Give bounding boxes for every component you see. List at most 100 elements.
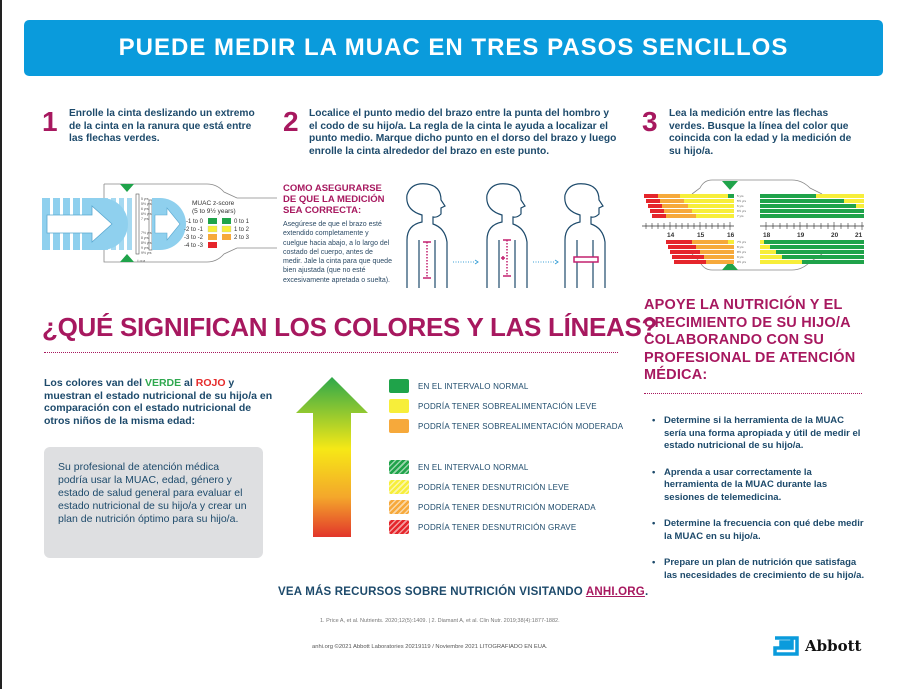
muac-tape-diagram: 5 yrs 5½ yrs 6 yrs 6½ yrs 7 yrs 7½ yrs 8 yrs 8… — [42, 178, 277, 268]
svg-text:-2 to -1: -2 to -1 — [184, 227, 204, 233]
yellow-striped-swatch-icon — [389, 480, 409, 494]
step-number: 3 — [642, 106, 658, 137]
resources-cta: VEA MÁS RECURSOS SOBRE NUTRICIÓN VISITAN… — [278, 586, 648, 598]
colors-intro: Los colores van del VERDE al ROJO y mues… — [44, 377, 274, 427]
svg-text:MUAC z-score: MUAC z-score — [192, 200, 235, 207]
legend-undernutrition: EN EL INTERVALO NORMAL PODRÍA TENER DESN… — [389, 457, 596, 537]
svg-text:6½ yrs: 6½ yrs — [141, 212, 152, 216]
svg-text:1 to 2: 1 to 2 — [234, 227, 250, 233]
legend-item: PODRÍA TENER DESNUTRICIÓN MODERADA — [389, 497, 596, 517]
info-box-text: Su profesional de atención médica podría… — [58, 461, 247, 525]
step-2-text: Localice el punto medio del brazo entre … — [309, 108, 617, 157]
bullet-item: Determine si la herramienta de la MUAC s… — [652, 415, 867, 453]
legend-item: PODRÍA TENER DESNUTRICIÓN GRAVE — [389, 517, 596, 537]
svg-text:8 yrs: 8 yrs — [737, 245, 744, 249]
step-3: 3 — [642, 108, 658, 136]
intro-text: Los colores van del — [44, 377, 145, 389]
legend-label: EN EL INTERVALO NORMAL — [418, 462, 529, 472]
legend-overnutrition: EN EL INTERVALO NORMAL PODRÍA TENER SOBR… — [389, 376, 623, 436]
healthcare-info-box: Su profesional de atención médica podría… — [44, 447, 263, 558]
legend-item: PODRÍA TENER DESNUTRICIÓN LEVE — [389, 477, 596, 497]
svg-text:5½ yrs: 5½ yrs — [737, 199, 747, 203]
svg-text:9 yrs: 9 yrs — [141, 246, 149, 250]
intro-text: y muestran el estado nutricional de su h… — [44, 377, 273, 427]
svg-text:7 yrs: 7 yrs — [737, 214, 744, 218]
cta-text: VEA MÁS RECURSOS SOBRE NUTRICIÓN VISITAN… — [278, 586, 586, 598]
green-striped-swatch-icon — [389, 460, 409, 474]
how-to-text: Asegúrese de que el brazo esté extendido… — [283, 221, 392, 284]
step-1: 1 — [42, 108, 58, 136]
svg-text:-4 to -3: -4 to -3 — [184, 243, 204, 249]
step-number: 1 — [42, 106, 58, 137]
svg-text:6 yrs: 6 yrs — [141, 207, 149, 211]
legal-footer: anhi.org ©2021 Abbott Laboratories 20219… — [312, 644, 548, 650]
svg-text:9½ yrs: 9½ yrs — [141, 251, 152, 255]
svg-text:5½ yrs: 5½ yrs — [141, 202, 152, 206]
legend-label: EN EL INTERVALO NORMAL — [418, 381, 529, 391]
svg-text:16: 16 — [727, 232, 735, 239]
arm-measurement-figures — [406, 183, 606, 288]
svg-text:8½ yrs: 8½ yrs — [737, 250, 747, 254]
abbott-logo-icon — [773, 636, 799, 656]
child-figures-illustration — [397, 180, 627, 290]
step-1-text: Enrolle la cinta deslizando un extremo d… — [69, 108, 255, 144]
green-swatch-icon — [389, 379, 409, 393]
svg-text:7 yrs: 7 yrs — [141, 217, 149, 221]
verde-word: VERDE — [144, 377, 182, 389]
rojo-word: ROJO — [195, 377, 226, 389]
svg-text:5 yrs: 5 yrs — [141, 197, 149, 201]
svg-text:20: 20 — [831, 232, 839, 239]
step-3-text: Lea la medición entre las flechas verdes… — [669, 108, 852, 157]
section-divider — [644, 393, 862, 394]
svg-text:21: 21 — [855, 232, 863, 239]
red-striped-swatch-icon — [389, 520, 409, 534]
gradient-arrow-icon — [294, 375, 370, 539]
legend-item: EN EL INTERVALO NORMAL — [389, 457, 596, 477]
brand-name: Abbott — [805, 637, 862, 655]
references: 1. Price A, et al. Nutrients. 2020;12(5)… — [320, 618, 560, 624]
svg-text:0 to 1: 0 to 1 — [234, 219, 250, 225]
svg-text:-1 to 0: -1 to 0 — [186, 219, 204, 225]
legend-item: EN EL INTERVALO NORMAL — [389, 376, 623, 396]
orange-swatch-icon — [389, 419, 409, 433]
legend-label: PODRÍA TENER SOBREALIMENTACIÓN LEVE — [418, 401, 597, 411]
step-2: 2 — [283, 108, 299, 136]
svg-text:-3 to -2: -3 to -2 — [184, 235, 204, 241]
step-number: 2 — [283, 106, 299, 137]
svg-text:5 yrs: 5 yrs — [737, 194, 744, 198]
svg-text:19: 19 — [797, 232, 805, 239]
svg-text:7½ yrs: 7½ yrs — [737, 240, 747, 244]
support-bullet-list: Determine si la herramienta de la MUAC s… — [652, 415, 867, 596]
svg-text:9 yrs: 9 yrs — [737, 255, 744, 259]
banner-title: PUEDE MEDIR LA MUAC EN TRES PASOS SENCIL… — [118, 34, 789, 61]
svg-text:14: 14 — [667, 232, 675, 239]
section-divider — [44, 352, 618, 353]
svg-text:15: 15 — [697, 232, 705, 239]
legend-item: PODRÍA TENER SOBREALIMENTACIÓN MODERADA — [389, 416, 623, 436]
colors-section-title: ¿QUÉ SIGNIFICAN LOS COLORES Y LAS LÍNEAS… — [42, 312, 658, 342]
svg-text:6½ yrs: 6½ yrs — [737, 209, 747, 213]
legend-label: PODRÍA TENER DESNUTRICIÓN MODERADA — [418, 502, 596, 512]
orange-striped-swatch-icon — [389, 500, 409, 514]
yellow-swatch-icon — [389, 399, 409, 413]
legend-item: PODRÍA TENER SOBREALIMENTACIÓN LEVE — [389, 396, 623, 416]
bullet-item: Determine la frecuencia con qué debe med… — [652, 518, 867, 543]
svg-text:(5 to 9½ years): (5 to 9½ years) — [192, 207, 236, 215]
svg-text:8 yrs: 8 yrs — [141, 236, 149, 240]
title-banner: PUEDE MEDIR LA MUAC EN TRES PASOS SENCIL… — [24, 20, 883, 76]
how-to-title: COMO ASEGURARSE DE QUE LA MEDICIÓN SEA C… — [283, 183, 385, 216]
legend-label: PODRÍA TENER SOBREALIMENTACIÓN MODERADA — [418, 421, 624, 431]
svg-text:7½ yrs: 7½ yrs — [141, 231, 152, 235]
legend-label: PODRÍA TENER DESNUTRICIÓN LEVE — [418, 482, 570, 492]
svg-text:© 2018: © 2018 — [137, 260, 146, 263]
svg-text:2 to 3: 2 to 3 — [234, 235, 250, 241]
svg-text:9½ yrs: 9½ yrs — [737, 260, 747, 264]
muac-reading-diagram: 14 15 16 18 19 20 21 5 yrs 5½ yrs 6 yrs 6½ yrs 7 … — [642, 178, 864, 271]
bullet-item: Aprenda a usar correctamente la herramie… — [652, 467, 867, 505]
cta-text: . — [644, 586, 649, 598]
svg-text:6 yrs: 6 yrs — [737, 204, 744, 208]
intro-text: al — [181, 377, 196, 389]
anhi-link[interactable]: ANHI.ORG — [585, 586, 645, 598]
support-section-title: APOYE LA NUTRICIÓN Y EL CRECIMIENTO DE S… — [644, 297, 856, 383]
